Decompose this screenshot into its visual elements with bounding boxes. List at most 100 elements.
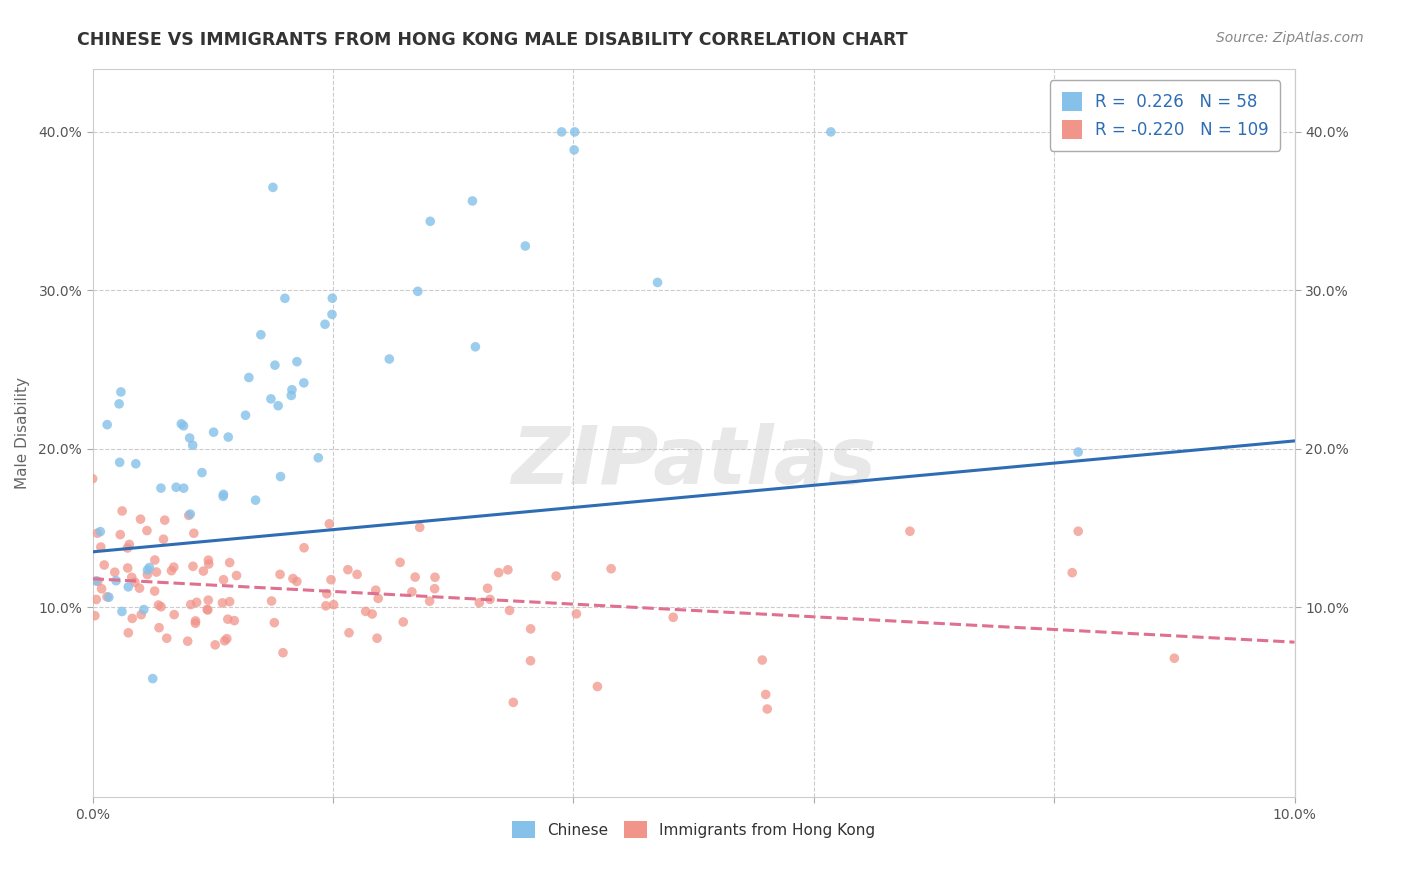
Point xyxy=(212,573,235,587)
Point xyxy=(515,239,537,253)
Point xyxy=(392,615,415,629)
Point xyxy=(153,513,176,527)
Point xyxy=(225,568,247,582)
Point xyxy=(319,573,342,587)
Point xyxy=(215,632,238,646)
Point xyxy=(214,633,236,648)
Point xyxy=(464,340,486,354)
Point xyxy=(218,556,240,570)
Point xyxy=(212,487,235,501)
Point xyxy=(96,417,118,432)
Point xyxy=(193,564,215,578)
Point xyxy=(83,608,105,623)
Point xyxy=(184,614,207,628)
Point xyxy=(118,537,141,551)
Point xyxy=(264,358,287,372)
Point xyxy=(281,572,304,586)
Point xyxy=(315,587,337,601)
Point xyxy=(267,399,290,413)
Point xyxy=(367,591,389,606)
Text: ZIPatlas: ZIPatlas xyxy=(510,423,876,501)
Point xyxy=(263,615,285,630)
Point xyxy=(751,653,773,667)
Point xyxy=(280,388,302,402)
Point xyxy=(217,430,239,444)
Point xyxy=(184,616,207,631)
Point xyxy=(111,504,134,518)
Point xyxy=(321,291,343,305)
Point xyxy=(82,472,104,486)
Point xyxy=(138,560,160,574)
Point xyxy=(269,567,291,582)
Point xyxy=(160,564,183,578)
Point xyxy=(143,553,166,567)
Point xyxy=(281,383,304,397)
Point xyxy=(315,599,337,613)
Point xyxy=(519,654,541,668)
Point xyxy=(477,581,499,595)
Point xyxy=(197,593,219,607)
Point xyxy=(105,574,128,588)
Point xyxy=(136,524,159,538)
Point xyxy=(419,594,441,608)
Point xyxy=(546,569,568,583)
Point xyxy=(307,450,329,465)
Point xyxy=(1062,566,1084,580)
Point xyxy=(143,584,166,599)
Point xyxy=(129,607,152,622)
Point xyxy=(419,214,441,228)
Point xyxy=(129,512,152,526)
Point xyxy=(404,570,426,584)
Point xyxy=(586,680,609,694)
Point xyxy=(117,625,139,640)
Point xyxy=(145,565,167,579)
Point xyxy=(389,555,412,569)
Point xyxy=(755,688,778,702)
Point xyxy=(337,625,360,640)
Point xyxy=(496,563,519,577)
Point xyxy=(423,570,446,584)
Point xyxy=(600,562,623,576)
Point xyxy=(292,376,315,390)
Point xyxy=(132,602,155,616)
Point xyxy=(211,596,233,610)
Point xyxy=(90,540,112,554)
Point xyxy=(212,489,235,503)
Point xyxy=(110,527,132,541)
Point xyxy=(218,594,240,608)
Point xyxy=(364,583,387,598)
Point xyxy=(93,558,115,572)
Point xyxy=(478,592,501,607)
Point xyxy=(125,457,148,471)
Point xyxy=(89,524,111,539)
Point xyxy=(156,631,179,645)
Point xyxy=(260,392,283,406)
Point xyxy=(756,702,779,716)
Point xyxy=(461,194,484,208)
Point xyxy=(250,327,273,342)
Point xyxy=(270,469,292,483)
Point xyxy=(165,480,187,494)
Point xyxy=(163,607,186,622)
Point xyxy=(564,125,586,139)
Point xyxy=(488,566,510,580)
Point xyxy=(84,592,107,607)
Point xyxy=(108,455,131,469)
Point xyxy=(271,646,294,660)
Point xyxy=(191,466,214,480)
Point xyxy=(378,351,401,366)
Text: Source: ZipAtlas.com: Source: ZipAtlas.com xyxy=(1216,31,1364,45)
Point xyxy=(361,607,384,621)
Point xyxy=(170,417,193,431)
Point xyxy=(321,307,343,321)
Point xyxy=(142,672,165,686)
Point xyxy=(245,493,267,508)
Point xyxy=(1067,445,1090,459)
Point xyxy=(285,354,308,368)
Point xyxy=(110,384,132,399)
Point xyxy=(152,533,174,547)
Text: CHINESE VS IMMIGRANTS FROM HONG KONG MALE DISABILITY CORRELATION CHART: CHINESE VS IMMIGRANTS FROM HONG KONG MAL… xyxy=(77,31,908,49)
Point xyxy=(197,557,219,571)
Point xyxy=(235,409,257,423)
Point xyxy=(406,285,429,299)
